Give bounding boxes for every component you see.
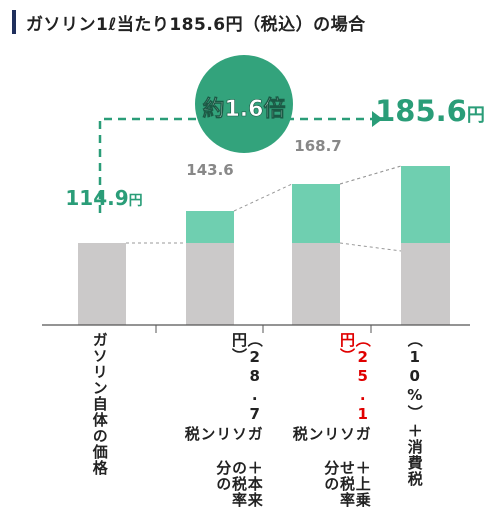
- category-label-line: ＋本来の税率分の: [183, 459, 264, 511]
- category-label-text: （25.1円）: [338, 332, 372, 424]
- value-label-4: 185.6円: [375, 94, 485, 128]
- category-label-text: （28.7円）: [230, 332, 264, 424]
- bar-base-1: [78, 243, 126, 325]
- category-label-line: ＋消費税: [405, 423, 424, 487]
- category-label-line: ガソリン自体の価格: [90, 332, 109, 476]
- bar-base-2: [186, 243, 234, 325]
- category-label-line: （28.7円）: [183, 332, 264, 424]
- category-label-text: ガソリン自体の価格: [90, 332, 109, 476]
- category-label-line: （25.1円）: [291, 332, 372, 424]
- bar-tax-3: [292, 184, 340, 243]
- bar-tax-4: [401, 166, 450, 243]
- category-label-text: ＋上乗せ税率分の: [322, 459, 372, 508]
- category-label-3: ＋上乗せ税率分の ガソリン税 （25.1円）: [290, 332, 372, 511]
- value-label-1: 114.9円: [65, 186, 142, 210]
- annotation-arrowhead: [372, 111, 383, 127]
- category-label-text: ガソリン税: [182, 426, 264, 442]
- value-unit: 円: [129, 193, 143, 209]
- category-label-text: ＋消費税: [405, 423, 424, 487]
- category-label-text: ガソリン税: [290, 426, 372, 442]
- bar-tax-2: [186, 211, 234, 243]
- bar-base-3: [292, 243, 340, 325]
- value-unit: 円: [467, 105, 485, 126]
- connector-line: [339, 165, 402, 185]
- value-label-3: 168.7: [294, 137, 341, 155]
- category-label-4: ＋消費税 （10%）: [405, 332, 424, 487]
- annotation-text: 約1.6倍: [203, 96, 286, 122]
- category-label-line: ＋上乗せ税率分の: [291, 459, 372, 511]
- category-label-text: （10%）: [405, 332, 424, 421]
- category-label-1: ガソリン自体の価格: [90, 332, 109, 476]
- bar-base-4: [401, 243, 450, 325]
- annotation-bubble: [195, 55, 293, 153]
- connector-line: [339, 242, 402, 252]
- category-label-line: （10%）: [405, 332, 424, 421]
- category-label-text: ＋本来の税率分の: [214, 459, 264, 508]
- chart-title-text: ガソリン1ℓ当たり185.6円（税込）の場合: [26, 14, 366, 35]
- category-label-line: ガソリン税: [290, 426, 372, 458]
- category-label-2: ＋本来の税率分の ガソリン税 （28.7円）: [182, 332, 264, 511]
- connector-line: [233, 183, 293, 212]
- chart-title: ガソリン1ℓ当たり185.6円（税込）の場合: [12, 10, 366, 35]
- category-label-line: ガソリン税: [182, 426, 264, 458]
- value-label-2: 143.6: [186, 161, 233, 179]
